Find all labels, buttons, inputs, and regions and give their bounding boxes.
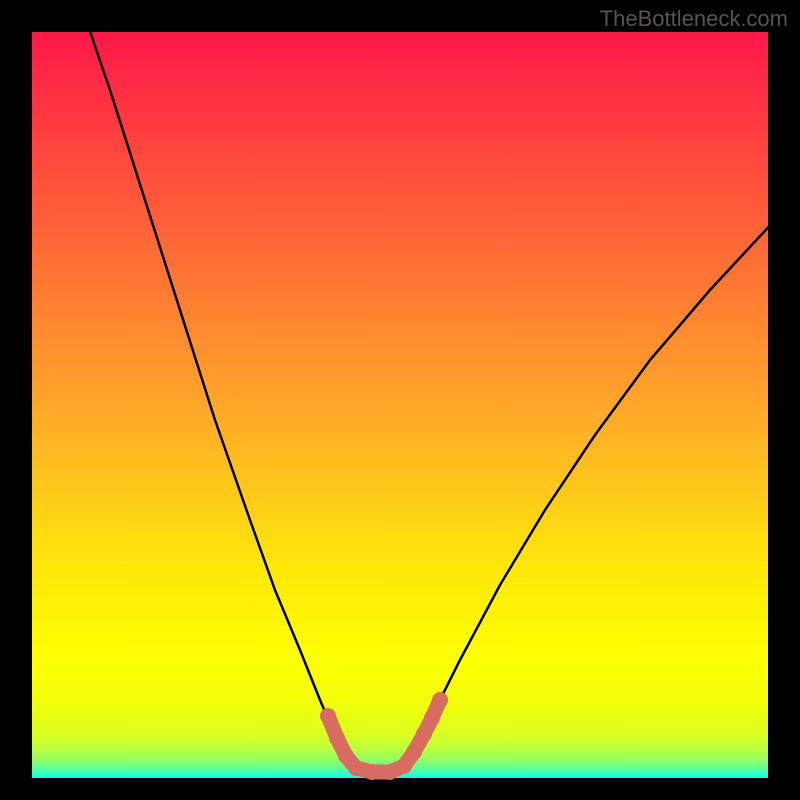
highlight-dot — [348, 760, 364, 776]
highlight-dot — [424, 710, 440, 726]
curve-right — [408, 195, 800, 762]
highlight-dot — [432, 692, 448, 708]
highlight-dot — [329, 730, 345, 746]
highlight-dot — [396, 758, 412, 774]
highlight-dot — [406, 744, 422, 760]
highlight-dot — [416, 726, 432, 742]
chart-svg — [0, 0, 800, 800]
highlight-dot — [364, 764, 380, 780]
watermark-text: TheBottleneck.com — [600, 6, 788, 32]
highlight-dot — [382, 764, 398, 780]
highlight-dots — [320, 692, 448, 780]
highlight-dot — [320, 708, 336, 724]
curve-left — [80, 2, 350, 762]
